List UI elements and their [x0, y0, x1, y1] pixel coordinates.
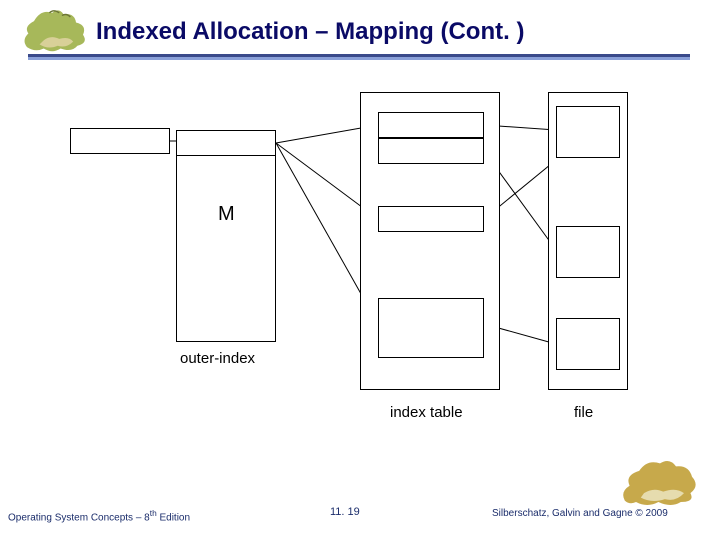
- outer-index-label: outer-index: [180, 350, 255, 367]
- outer-index-slot-0: [176, 130, 276, 156]
- file-label: file: [574, 404, 593, 421]
- footer-left-sup: th: [150, 508, 157, 518]
- index-table-block-0: [378, 112, 484, 138]
- file-block-1: [556, 226, 620, 278]
- outer-index-box: [176, 130, 276, 342]
- footer-left-tail: Edition: [157, 512, 190, 523]
- index-table-block-3: [378, 298, 484, 358]
- header-box: [70, 128, 170, 154]
- file-block-2: [556, 318, 620, 370]
- outer-index-ellipsis: M: [218, 210, 235, 218]
- index-table-block-1: [378, 138, 484, 164]
- index-table-block-2: [378, 206, 484, 232]
- footer-page-number: 11. 19: [330, 506, 360, 518]
- file-block-0: [556, 106, 620, 158]
- footer-left-main: Operating System Concepts – 8: [8, 512, 150, 523]
- footer-right: Silberschatz, Galvin and Gagne © 2009: [492, 508, 668, 519]
- index-table-label: index table: [390, 404, 463, 421]
- footer-left: Operating System Concepts – 8th Edition: [8, 508, 190, 523]
